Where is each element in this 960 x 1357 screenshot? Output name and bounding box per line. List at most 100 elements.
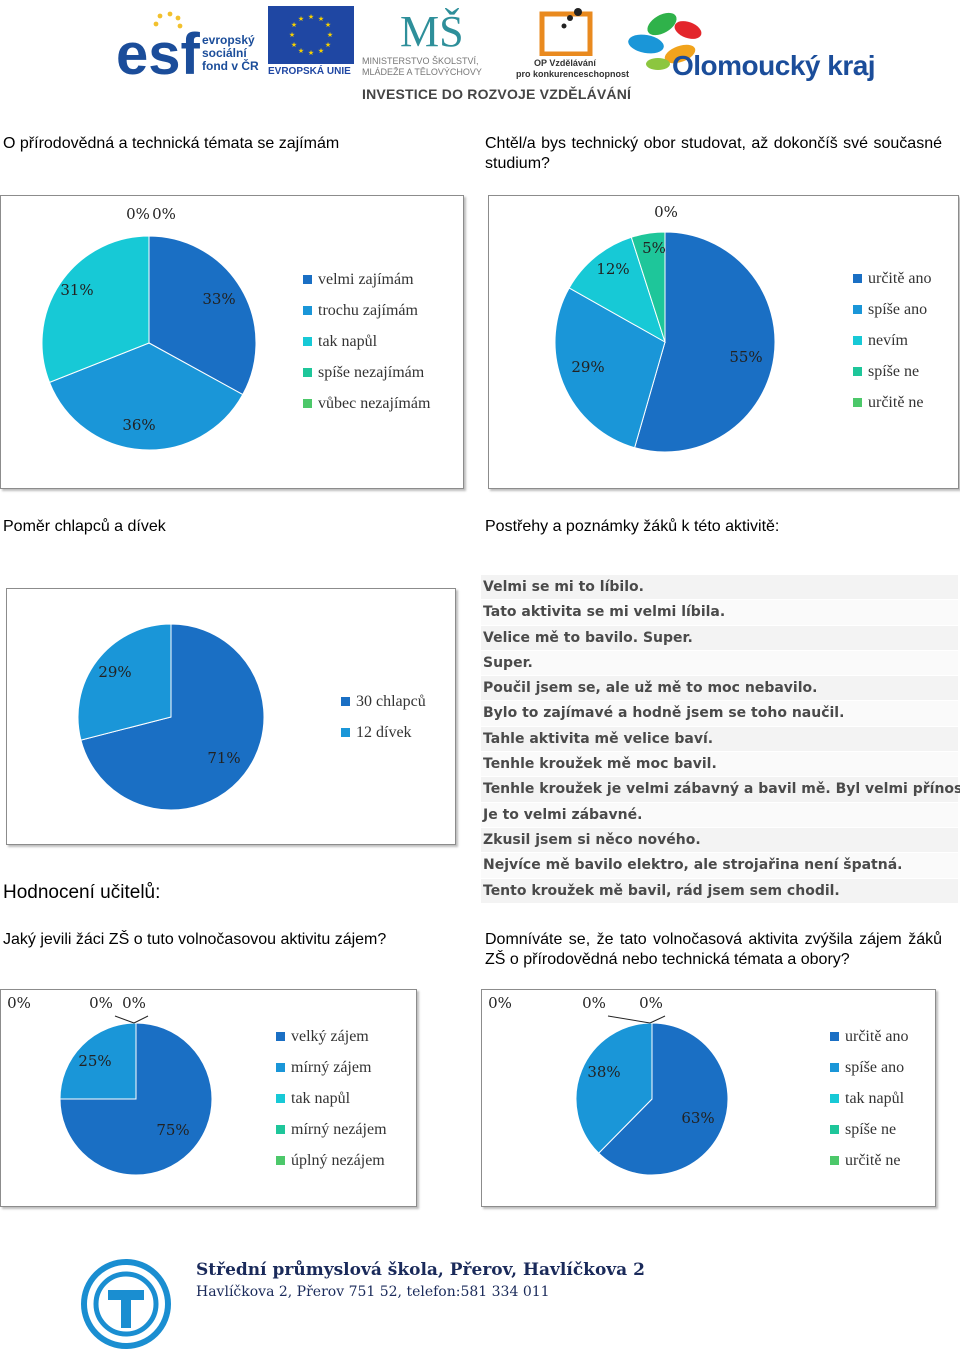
comment-item: Poučil jsem se, ale už mě to moc nebavil… <box>481 676 958 702</box>
legend-swatch <box>830 1032 839 1041</box>
legend-item: určitě ano <box>853 263 932 294</box>
svg-text:★: ★ <box>291 21 297 29</box>
legend-swatch <box>276 1063 285 1072</box>
chart-1-svg: 33% 36% 31% 0% 0% <box>41 205 257 451</box>
legend-item: tak napůl <box>830 1083 909 1114</box>
svg-text:★: ★ <box>308 13 314 21</box>
pie-slice-1 <box>597 1022 729 1176</box>
op-mark-icon <box>539 8 593 56</box>
data-label: 0% <box>152 205 176 223</box>
legend-label: určitě ne <box>868 393 924 411</box>
legend-swatch <box>830 1125 839 1134</box>
pie-slice-1 <box>633 231 776 453</box>
msmt-line-2: MLÁDEŽE A TĚLOVÝCHOVY <box>362 67 482 77</box>
legend-swatch <box>853 398 862 407</box>
legend-label: spíše ne <box>845 1120 897 1138</box>
esf-line-1: evropský <box>202 33 255 47</box>
data-label: 55% <box>729 348 762 366</box>
comment-item: Super. <box>481 650 958 677</box>
pie-slice-3 <box>568 236 666 344</box>
legend-item: trochu zajímám <box>303 295 430 326</box>
data-label: 0% <box>122 994 146 1012</box>
data-label: 12% <box>596 260 629 278</box>
leader-line <box>133 1015 149 1024</box>
data-label: 0% <box>639 994 663 1012</box>
school-logo-icon <box>81 1259 171 1349</box>
chart-5-legend: určitě ano spíše ano tak napůl spíše ne urči… <box>830 1021 909 1176</box>
legend-item: mírný nezájem <box>276 1114 387 1145</box>
op-line-1: OP Vzdělávání <box>534 58 596 68</box>
q3-title: Poměr chlapců a dívek <box>3 518 166 535</box>
svg-text:★: ★ <box>291 41 297 49</box>
svg-text:★: ★ <box>318 47 324 55</box>
data-label: 71% <box>207 749 240 767</box>
legend-item: 30 chlapců <box>341 686 426 717</box>
legend-item: spíše ne <box>853 356 932 387</box>
legend-label: spíše ano <box>845 1058 905 1076</box>
svg-text:MŠ: MŠ <box>400 7 464 54</box>
legend-item: velký zájem <box>276 1021 387 1052</box>
data-label: 0% <box>126 205 150 223</box>
legend-label: mírný nezájem <box>291 1120 387 1138</box>
legend-item: spíše ano <box>830 1052 909 1083</box>
esf-line-2: sociální <box>202 46 247 60</box>
chart-2-svg: 55% 29% 12% 5% 0% <box>554 203 776 453</box>
school-address: Havlíčkova 2, Přerov 751 52, telefon:581… <box>196 1284 550 1300</box>
legend-item: určitě ano <box>830 1021 909 1052</box>
olomouc-logo: Olomoucký kraj <box>622 4 892 84</box>
data-label: 75% <box>156 1121 189 1139</box>
data-label: 38% <box>587 1063 620 1081</box>
legend-label: úplný nezájem <box>291 1151 385 1169</box>
legend-swatch <box>303 368 312 377</box>
legend-item: 12 dívek <box>341 717 426 748</box>
svg-text:★: ★ <box>327 31 333 39</box>
chart-4-legend: velký zájem mírný zájem tak napůl mírný nez… <box>276 1021 387 1176</box>
legend-swatch <box>276 1125 285 1134</box>
chart-3-frame: 71% 29% 30 chlapců 12 dívek <box>6 588 456 845</box>
legend-swatch <box>276 1032 285 1041</box>
svg-text:esf: esf <box>116 22 201 78</box>
chart-2-legend: určitě ano spíše ano nevím spíše ne určitě n… <box>853 263 932 418</box>
data-label: 29% <box>98 663 131 681</box>
data-label: 0% <box>582 994 606 1012</box>
legend-swatch <box>341 697 350 706</box>
legend-label: tak napůl <box>291 1089 351 1107</box>
pie-slice-2 <box>59 1022 137 1100</box>
legend-label: vůbec nezajímám <box>318 394 431 412</box>
flower-icon <box>628 12 702 70</box>
chart-5-svg: 63% 38% 0% 0% 0% <box>488 994 729 1176</box>
legend-item: vůbec nezajímám <box>303 388 430 419</box>
legend-swatch <box>830 1063 839 1072</box>
chart-5-frame: 63% 38% 0% 0% 0% určitě ano spíše ano tak napů… <box>481 989 936 1207</box>
svg-text:★: ★ <box>298 47 304 55</box>
school-name: Střední průmyslová škola, Přerov, Havlíč… <box>196 1260 645 1280</box>
leader-line <box>607 1015 651 1024</box>
comment-item: Bylo to zajímavé a hodně jsem se toho na… <box>481 701 958 727</box>
msmt-logo: MŠ MINISTERSTVO ŠKOLSTVÍ, MLÁDEŽE A TĚLO… <box>362 4 512 78</box>
legend-swatch <box>853 305 862 314</box>
legend-label: spíše ano <box>868 300 928 318</box>
legend-label: spíše nezajímám <box>318 363 425 381</box>
legend-item: tak napůl <box>276 1083 387 1114</box>
data-label: 29% <box>571 358 604 376</box>
legend-swatch <box>830 1156 839 1165</box>
esf-line-3: fond v ČR <box>202 59 259 73</box>
data-label: 33% <box>202 290 235 308</box>
header-logos: esf evropský sociální fond v ČR ★ ★ ★ ★ ★ ★ … <box>0 0 960 108</box>
legend-swatch <box>830 1094 839 1103</box>
chart-3-svg: 71% 29% <box>77 623 265 811</box>
comment-item: Tenhle kroužek je velmi zábavný a bavil … <box>481 777 960 803</box>
msmt-mark-icon: MŠ <box>400 7 464 54</box>
legend-item: nevím <box>853 325 932 356</box>
legend-swatch <box>853 274 862 283</box>
svg-text:★: ★ <box>318 15 324 23</box>
legend-item: mírný zájem <box>276 1052 387 1083</box>
comment-item: Je to velmi zábavné. <box>481 802 958 828</box>
pie-slice-2 <box>575 1022 653 1154</box>
pie-slice-1 <box>59 1022 213 1176</box>
legend-swatch <box>303 337 312 346</box>
legend-label: spíše ne <box>868 362 920 380</box>
legend-label: 12 dívek <box>356 723 412 741</box>
chart-1-legend: velmi zajímám trochu zajímám tak napůl spíš… <box>303 264 430 419</box>
comment-item: Velice mě to bavilo. Super. <box>481 625 958 651</box>
